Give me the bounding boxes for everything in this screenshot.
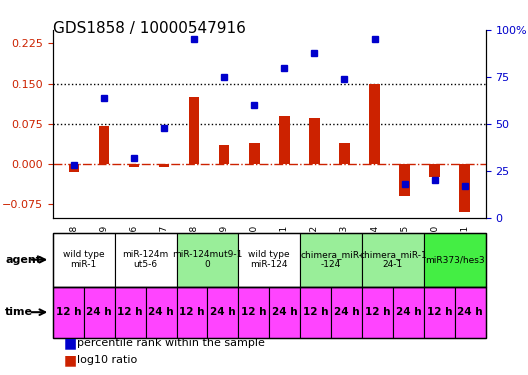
Bar bbox=[219, 145, 230, 164]
Text: miR-124mut9-1
0: miR-124mut9-1 0 bbox=[172, 250, 243, 269]
Text: ■: ■ bbox=[63, 353, 77, 367]
Bar bbox=[159, 164, 169, 166]
Bar bbox=[99, 126, 109, 164]
Text: 12 h: 12 h bbox=[427, 307, 452, 317]
Text: 12 h: 12 h bbox=[55, 307, 81, 317]
Bar bbox=[309, 118, 319, 164]
Bar bbox=[249, 142, 259, 164]
Text: 24 h: 24 h bbox=[272, 307, 298, 317]
Text: log10 ratio: log10 ratio bbox=[77, 355, 137, 365]
Text: wild type
miR-124: wild type miR-124 bbox=[249, 250, 290, 269]
Text: 12 h: 12 h bbox=[179, 307, 205, 317]
Text: 24 h: 24 h bbox=[457, 307, 483, 317]
Bar bbox=[369, 84, 380, 164]
Text: chimera_miR-
-124: chimera_miR- -124 bbox=[300, 250, 362, 269]
Bar bbox=[129, 164, 139, 166]
Bar bbox=[189, 97, 200, 164]
Text: 12 h: 12 h bbox=[303, 307, 328, 317]
Text: chimera_miR-1
24-1: chimera_miR-1 24-1 bbox=[359, 250, 427, 269]
Bar bbox=[429, 164, 440, 177]
Text: ■: ■ bbox=[63, 336, 77, 350]
Bar bbox=[459, 164, 470, 212]
Text: 12 h: 12 h bbox=[117, 307, 143, 317]
Text: 24 h: 24 h bbox=[87, 307, 112, 317]
Text: 24 h: 24 h bbox=[395, 307, 421, 317]
Bar bbox=[279, 116, 289, 164]
Text: 24 h: 24 h bbox=[148, 307, 174, 317]
Bar bbox=[339, 142, 350, 164]
Text: time: time bbox=[5, 307, 33, 317]
Text: miR-124m
ut5-6: miR-124m ut5-6 bbox=[122, 250, 169, 269]
Text: 12 h: 12 h bbox=[241, 307, 267, 317]
Text: wild type
miR-1: wild type miR-1 bbox=[63, 250, 105, 269]
Text: percentile rank within the sample: percentile rank within the sample bbox=[77, 338, 265, 348]
Text: miR373/hes3: miR373/hes3 bbox=[425, 255, 485, 264]
Text: agent: agent bbox=[5, 255, 41, 265]
Bar bbox=[399, 164, 410, 196]
Bar bbox=[69, 164, 79, 172]
Text: 24 h: 24 h bbox=[334, 307, 360, 317]
Text: 24 h: 24 h bbox=[210, 307, 235, 317]
Text: 12 h: 12 h bbox=[365, 307, 390, 317]
Text: GDS1858 / 10000547916: GDS1858 / 10000547916 bbox=[53, 21, 246, 36]
